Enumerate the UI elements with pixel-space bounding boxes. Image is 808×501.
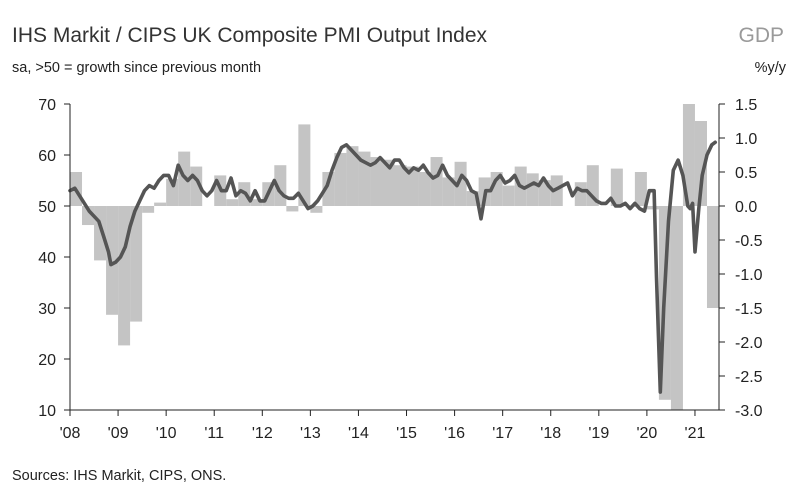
gdp-bar (610, 168, 623, 206)
gdp-bar (322, 172, 335, 206)
right-tick-label: -1.0 (735, 267, 763, 284)
right-tick-label: 1.0 (735, 131, 757, 148)
x-tick-label: '19 (588, 425, 609, 442)
gdp-bar (298, 124, 311, 206)
gdp-bar (334, 152, 347, 206)
x-tick-label: '08 (60, 425, 81, 442)
gdp-bar (286, 206, 299, 212)
right-tick-label: -3.0 (735, 403, 763, 420)
gdp-bar (406, 166, 419, 206)
x-tick-label: '13 (300, 425, 321, 442)
gdp-bar (310, 206, 323, 213)
source-note: Sources: IHS Markit, CIPS, ONS. (12, 468, 227, 484)
gdp-bar (574, 182, 587, 206)
gdp-bar (454, 161, 467, 206)
gdp-bar (346, 146, 359, 206)
gdp-bar (250, 199, 263, 206)
secondary-axis-title: GDP (738, 24, 784, 47)
x-tick-label: '14 (348, 425, 369, 442)
gdp-bar (106, 206, 119, 315)
gdp-bar (142, 206, 155, 213)
gdp-bar (418, 172, 431, 206)
x-tick-label: '18 (540, 425, 561, 442)
right-tick-label: 0.0 (735, 199, 757, 216)
right-tick-label: -2.5 (735, 369, 763, 386)
right-tick-label: 1.5 (735, 97, 757, 114)
left-tick-label: 30 (38, 301, 56, 318)
gdp-bar (634, 172, 647, 206)
left-tick-label: 60 (38, 148, 56, 165)
right-tick-label: 0.5 (735, 165, 757, 182)
x-tick-label: '20 (636, 425, 657, 442)
left-tick-label: 50 (38, 199, 56, 216)
gdp-bar (154, 202, 167, 206)
x-tick-label: '10 (156, 425, 177, 442)
x-tick-label: '15 (396, 425, 417, 442)
x-tick-label: '11 (204, 425, 224, 442)
right-tick-label: -1.5 (735, 301, 763, 318)
left-tick-label: 70 (38, 97, 56, 114)
left-tick-label: 20 (38, 352, 56, 369)
gdp-bar (502, 185, 515, 206)
pmi-line (68, 140, 717, 394)
gdp-bar (442, 177, 455, 206)
x-tick-label: '12 (252, 425, 273, 442)
gdp-bar (706, 206, 719, 308)
gdp-bar (430, 157, 443, 206)
gdp-bar (130, 206, 143, 322)
chart-title: IHS Markit / CIPS UK Composite PMI Outpu… (12, 24, 487, 47)
gdp-bar (694, 121, 707, 206)
gdp-bar (226, 199, 239, 206)
gdp-bar (382, 159, 395, 206)
x-tick-label: '16 (444, 425, 465, 442)
gdp-bar (526, 173, 539, 206)
gdp-bar (394, 165, 407, 206)
gdp-bar (670, 206, 683, 410)
gdp-bar (682, 104, 695, 206)
gdp-bar (370, 157, 383, 206)
x-tick-label: '09 (108, 425, 129, 442)
right-tick-label: -0.5 (735, 233, 763, 250)
left-tick-label: 40 (38, 250, 56, 267)
chart-subtitle: sa, >50 = growth since previous month (12, 60, 262, 76)
x-tick-label: '21 (685, 425, 706, 442)
x-tick-label: '17 (492, 425, 513, 442)
secondary-axis-unit: %y/y (754, 60, 786, 76)
right-tick-label: -2.0 (735, 335, 763, 352)
left-tick-label: 10 (38, 403, 56, 420)
